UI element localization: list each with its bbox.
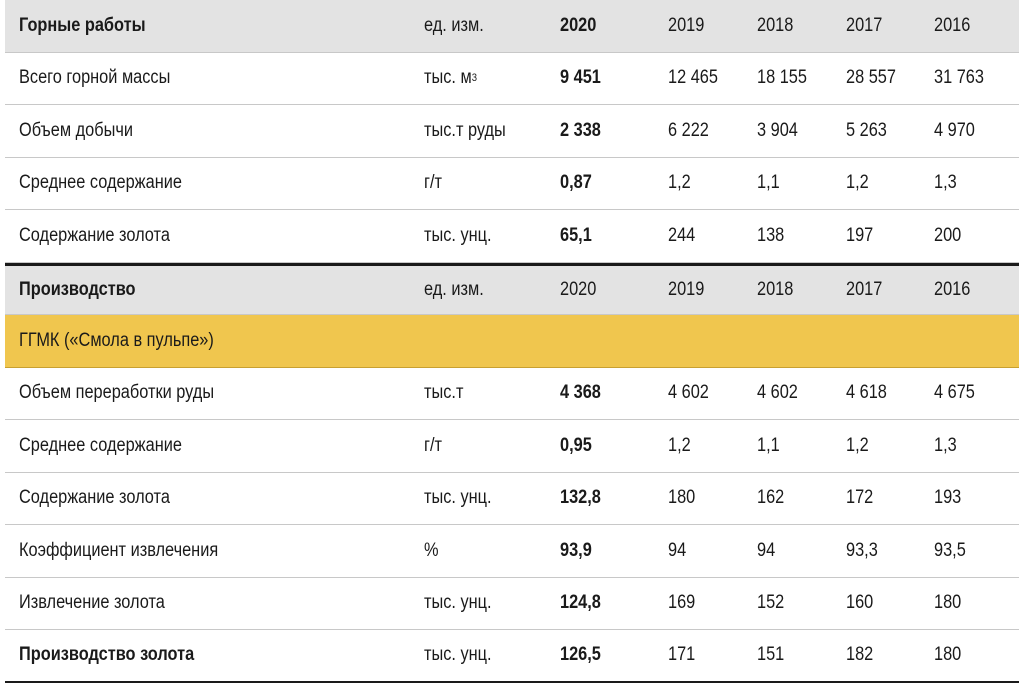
value-2017: 160 [846, 592, 874, 614]
value-2017: 197 [846, 224, 874, 246]
row-unit: тыс.т руды [424, 119, 506, 141]
year-header: 2017 [846, 278, 883, 300]
value-2018: 138 [757, 224, 785, 246]
value-2020: 126,5 [560, 644, 601, 666]
value-2018: 4 602 [757, 382, 798, 404]
data-table: Горные работы ед. изм. 2020 2019 2018 20… [5, 0, 1019, 683]
value-2020: 124,8 [560, 592, 601, 614]
value-2016: 180 [934, 644, 962, 666]
table-row: Производство золота тыс. унц. 126,5 171 … [5, 630, 1019, 683]
value-2020: 132,8 [560, 487, 601, 509]
table-row: Среднее содержание г/т 0,87 1,2 1,1 1,2 … [5, 158, 1019, 210]
value-2018: 152 [757, 592, 785, 614]
value-2018: 3 904 [757, 119, 798, 141]
row-label: Содержание золота [19, 487, 170, 509]
row-label: Извлечение золота [19, 592, 165, 614]
year-header: 2019 [668, 278, 705, 300]
value-2020: 93,9 [560, 539, 592, 561]
row-unit: тыс.т [424, 382, 464, 404]
value-2017: 93,3 [846, 539, 878, 561]
value-2017: 1,2 [846, 434, 869, 456]
row-label: Среднее содержание [19, 172, 182, 194]
value-2019: 169 [668, 592, 696, 614]
value-2016: 1,3 [934, 434, 957, 456]
table-row: Объем добычи тыс.т руды 2 338 6 222 3 90… [5, 105, 1019, 158]
table-row: Извлечение золота тыс. унц. 124,8 169 15… [5, 578, 1019, 630]
year-header: 2019 [668, 14, 705, 36]
value-2020: 65,1 [560, 224, 592, 246]
group-row: ГГМК («Смола в пульпе») [5, 315, 1019, 368]
year-header: 2018 [757, 14, 794, 36]
production-section-title: Производство [19, 278, 136, 300]
value-2019: 12 465 [668, 67, 718, 89]
value-2018: 94 [757, 539, 776, 561]
value-2019: 4 602 [668, 382, 709, 404]
year-header: 2018 [757, 278, 794, 300]
value-2016: 180 [934, 592, 962, 614]
table-row: Коэффициент извлечения % 93,9 94 94 93,3… [5, 525, 1019, 578]
unit-header: ед. изм. [424, 278, 484, 300]
year-header: 2016 [934, 14, 971, 36]
value-2020: 0,95 [560, 434, 592, 456]
row-unit: тыс. унц. [424, 644, 492, 666]
row-unit: тыс. унц. [424, 592, 492, 614]
value-2018: 151 [757, 644, 785, 666]
value-2019: 1,2 [668, 172, 691, 194]
value-2020: 0,87 [560, 172, 592, 194]
value-2020: 4 368 [560, 382, 601, 404]
year-header: 2016 [934, 278, 971, 300]
value-2017: 172 [846, 487, 874, 509]
mining-header-row: Горные работы ед. изм. 2020 2019 2018 20… [5, 0, 1019, 53]
value-2017: 28 557 [846, 67, 896, 89]
value-2016: 93,5 [934, 539, 966, 561]
table-row: Содержание золота тыс. унц. 132,8 180 16… [5, 473, 1019, 525]
value-2018: 1,1 [757, 434, 780, 456]
value-2019: 180 [668, 487, 696, 509]
value-2016: 4 675 [934, 382, 975, 404]
row-label: Содержание золота [19, 224, 170, 246]
value-2017: 182 [846, 644, 874, 666]
mining-section-title: Горные работы [19, 14, 146, 36]
year-header: 2020 [560, 278, 597, 300]
row-unit: тыс. унц. [424, 487, 492, 509]
row-label: Объем добычи [19, 119, 133, 141]
production-header-row: Производство ед. изм. 2020 2019 2018 201… [5, 262, 1019, 315]
row-unit: г/т [424, 434, 442, 456]
value-2020: 2 338 [560, 119, 601, 141]
value-2019: 1,2 [668, 434, 691, 456]
row-label: Всего горной массы [19, 67, 171, 89]
value-2018: 162 [757, 487, 785, 509]
value-2020: 9 451 [560, 67, 601, 89]
value-2017: 4 618 [846, 382, 887, 404]
unit-header: ед. изм. [424, 14, 484, 36]
row-label: Среднее содержание [19, 434, 182, 456]
value-2016: 193 [934, 487, 962, 509]
table-row: Объем переработки руды тыс.т 4 368 4 602… [5, 368, 1019, 420]
row-label: Объем переработки руды [19, 382, 215, 404]
value-2019: 6 222 [668, 119, 709, 141]
value-2016: 4 970 [934, 119, 975, 141]
table-row: Содержание золота тыс. унц. 65,1 244 138… [5, 210, 1019, 263]
row-label: Коэффициент извлечения [19, 539, 219, 561]
value-2017: 1,2 [846, 172, 869, 194]
value-2019: 244 [668, 224, 696, 246]
year-header: 2020 [560, 14, 597, 36]
table-row: Среднее содержание г/т 0,95 1,2 1,1 1,2 … [5, 420, 1019, 473]
year-header: 2017 [846, 14, 883, 36]
row-unit: % [424, 539, 439, 561]
row-unit: г/т [424, 172, 442, 194]
row-unit: тыс. унц. [424, 224, 492, 246]
value-2018: 18 155 [757, 67, 807, 89]
value-2016: 31 763 [934, 67, 984, 89]
value-2019: 94 [668, 539, 687, 561]
row-label: Производство золота [19, 644, 195, 666]
value-2016: 1,3 [934, 172, 957, 194]
value-2018: 1,1 [757, 172, 780, 194]
value-2017: 5 263 [846, 119, 887, 141]
value-2019: 171 [668, 644, 696, 666]
group-label: ГГМК («Смола в пульпе») [19, 329, 214, 351]
value-2016: 200 [934, 224, 962, 246]
